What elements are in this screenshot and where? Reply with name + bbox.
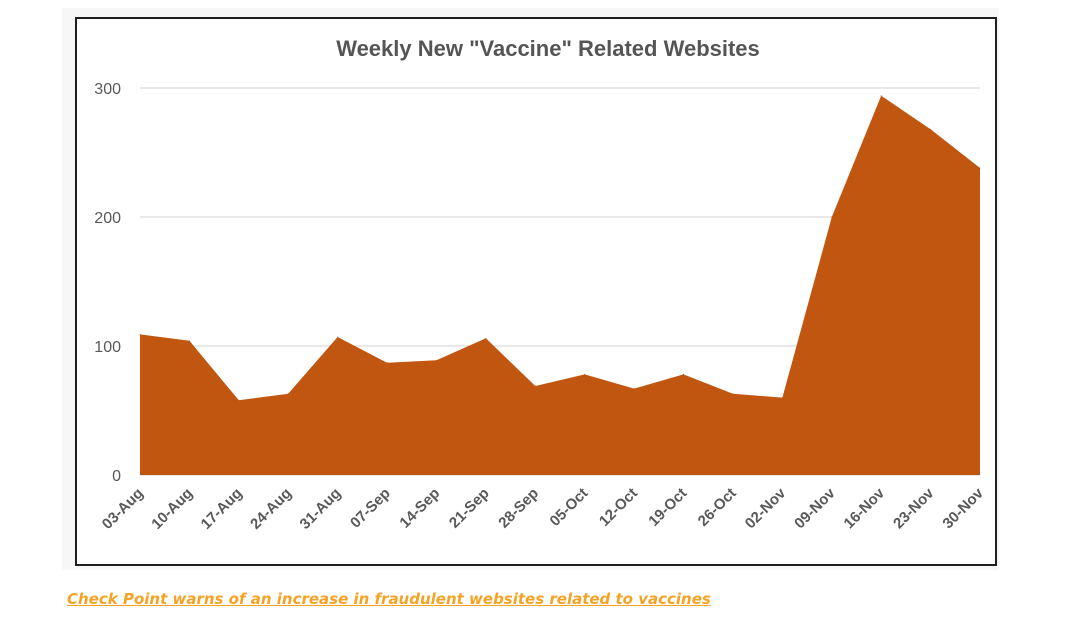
caption-link[interactable]: Check Point warns of an increase in frau… [67,590,711,608]
data-point-07-Sep [386,362,388,364]
y-tick-label: 100 [94,339,121,356]
x-tick-label: 19-Oct [645,485,690,530]
x-tick-label: 31-Aug [297,485,345,533]
data-point-28-Sep [534,385,536,387]
data-point-21-Sep [485,337,487,339]
x-tick-label: 17-Aug [198,485,246,533]
data-point-19-Oct [683,373,685,375]
data-point-02-Nov [781,397,783,399]
data-point-30-Nov [979,167,981,169]
x-tick-label: 07-Sep [347,485,394,532]
x-tick-label: 02-Nov [742,484,790,532]
data-point-16-Nov [880,95,882,97]
area-series [139,95,981,475]
x-tick-label: 23-Nov [890,484,938,532]
data-point-09-Nov [831,216,833,218]
data-point-23-Nov [930,128,932,130]
x-tick-label: 03-Aug [99,485,147,533]
x-tick-label: 05-Oct [547,485,592,530]
x-tick-label: 24-Aug [247,485,295,533]
data-point-24-Aug [287,393,289,395]
x-tick-label: 10-Aug [148,485,196,533]
x-axis-ticks: 03-Aug 10-Aug 17-Aug 24-Aug 31-Aug 07-Sep 14-S… [99,484,987,532]
y-tick-label: 300 [94,81,121,98]
data-point-31-Aug [337,336,339,338]
x-tick-label: 28-Sep [495,485,542,532]
data-point-17-Aug [238,399,240,401]
x-tick-label: 16-Nov [841,484,889,532]
data-point-26-Oct [732,393,734,395]
y-tick-label: 200 [94,210,121,227]
x-tick-label: 21-Sep [446,485,493,532]
chart-title: Weekly New "Vaccine" Related Websites [336,36,760,61]
data-point-14-Sep [435,359,437,361]
area-fill [140,95,980,475]
x-tick-label: 30-Nov [939,484,987,532]
x-tick-label: 09-Nov [791,484,839,532]
x-tick-label: 26-Oct [695,485,740,530]
x-tick-label: 14-Sep [396,485,443,532]
y-axis-ticks: 0 100 200 300 [94,81,121,485]
x-tick-label: 12-Oct [596,485,641,530]
y-tick-label: 0 [112,468,121,485]
data-point-12-Oct [633,388,635,390]
data-point-10-Aug [188,340,190,342]
data-point-03-Aug [139,333,141,335]
data-point-05-Oct [584,373,586,375]
